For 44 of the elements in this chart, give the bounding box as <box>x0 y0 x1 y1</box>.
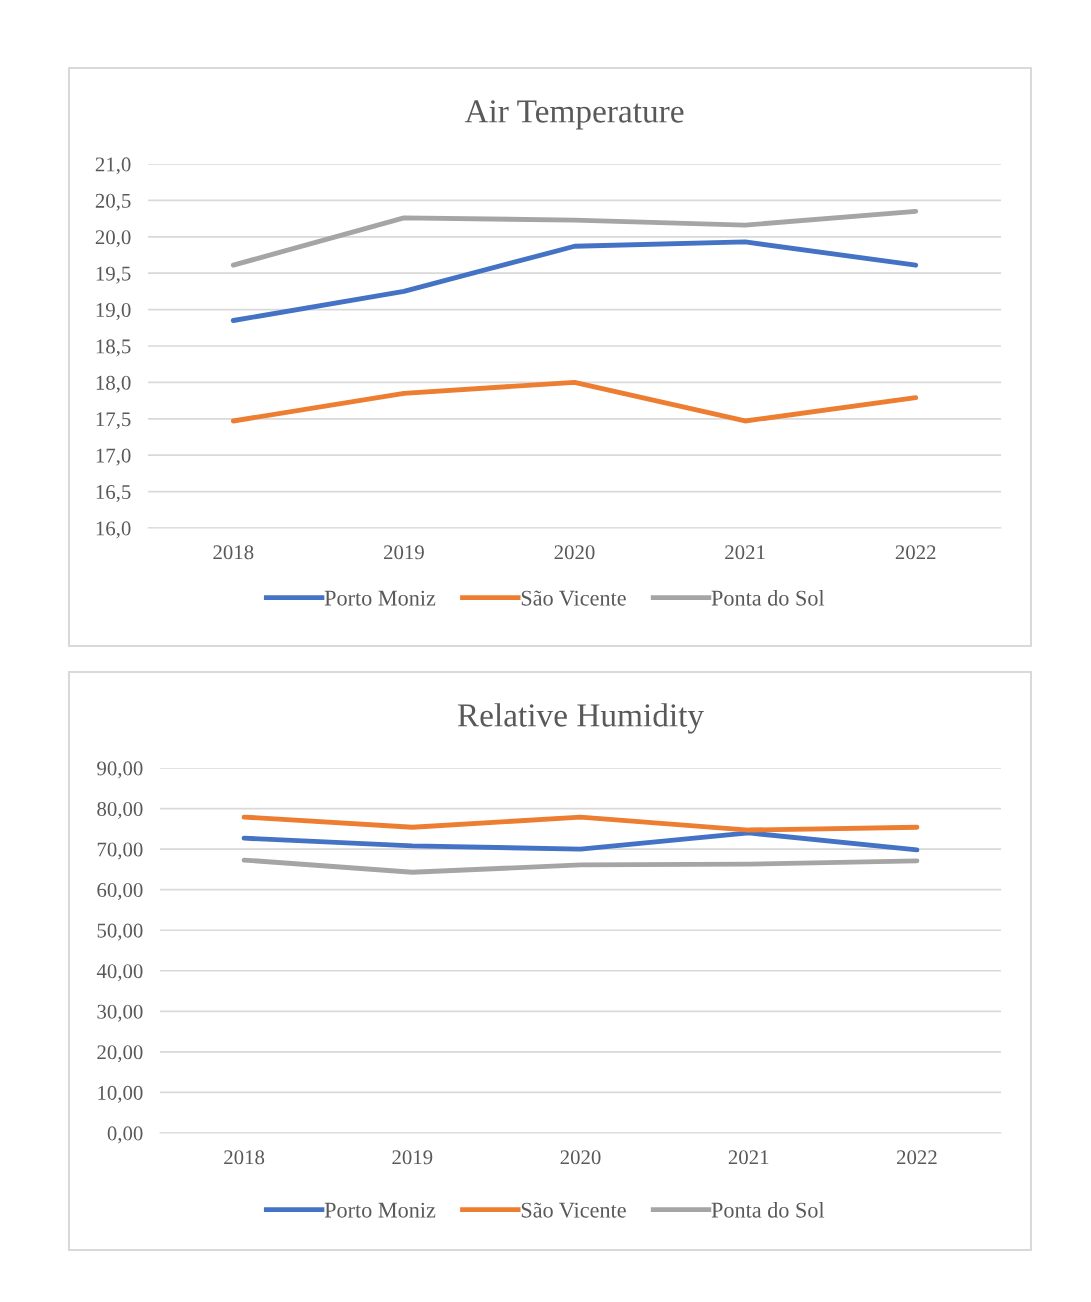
chart-title: Air Temperature <box>464 100 684 130</box>
x-tick-label: 2021 <box>728 1150 769 1165</box>
y-tick-label: 21,0 <box>95 157 131 175</box>
y-tick-label: 40,00 <box>96 964 143 982</box>
line-series <box>241 830 920 853</box>
y-tick-label: 10,00 <box>98 1085 143 1103</box>
legend-label: Porto Moniz <box>324 590 436 606</box>
line-series <box>230 208 919 268</box>
legend-label: Ponta do Sol <box>711 1201 825 1218</box>
x-tick-label: 2018 <box>213 545 254 560</box>
y-tick-label: 20,0 <box>95 230 131 248</box>
x-tick-label: 2022 <box>895 545 936 560</box>
y-tick-label: 60,00 <box>97 883 143 901</box>
y-tick-label: 17,5 <box>96 412 131 430</box>
legend-label: Porto Moniz <box>324 1202 436 1218</box>
y-tick-label: 70,00 <box>97 842 143 860</box>
y-tick-label: 90,00 <box>97 761 143 779</box>
line-series <box>241 857 920 875</box>
chart-title: Relative Humidity <box>457 703 704 734</box>
y-tick-label: 80,00 <box>97 801 143 819</box>
y-tick-label: 19,0 <box>96 302 131 321</box>
y-tick-label: 17,0 <box>96 448 131 466</box>
y-tick-label: 30,00 <box>97 1004 143 1022</box>
x-tick-label: 2022 <box>896 1150 937 1165</box>
x-tick-label: 2019 <box>392 1150 433 1165</box>
y-tick-label: 18,0 <box>96 375 131 393</box>
y-tick-label: 16,0 <box>96 521 131 539</box>
y-tick-label: 0,00 <box>107 1126 143 1144</box>
x-tick-label: 2020 <box>554 545 595 560</box>
y-tick-label: 19,5 <box>96 266 131 284</box>
y-tick-label: 20,5 <box>95 193 131 211</box>
x-tick-label: 2019 <box>383 545 424 560</box>
y-tick-label: 18,5 <box>96 339 131 357</box>
line-series <box>230 239 919 323</box>
x-tick-label: 2021 <box>725 545 765 560</box>
legend-label: São Vicente <box>521 590 626 606</box>
legend-label: São Vicente <box>521 1202 626 1218</box>
y-tick-label: 16,5 <box>96 485 131 503</box>
x-tick-label: 2020 <box>560 1150 601 1165</box>
legend-label: Ponta do Sol <box>711 589 825 606</box>
line-series <box>230 379 919 424</box>
y-tick-label: 50,00 <box>97 923 143 941</box>
x-tick-label: 2018 <box>224 1150 265 1165</box>
y-tick-label: 20,00 <box>97 1045 143 1063</box>
